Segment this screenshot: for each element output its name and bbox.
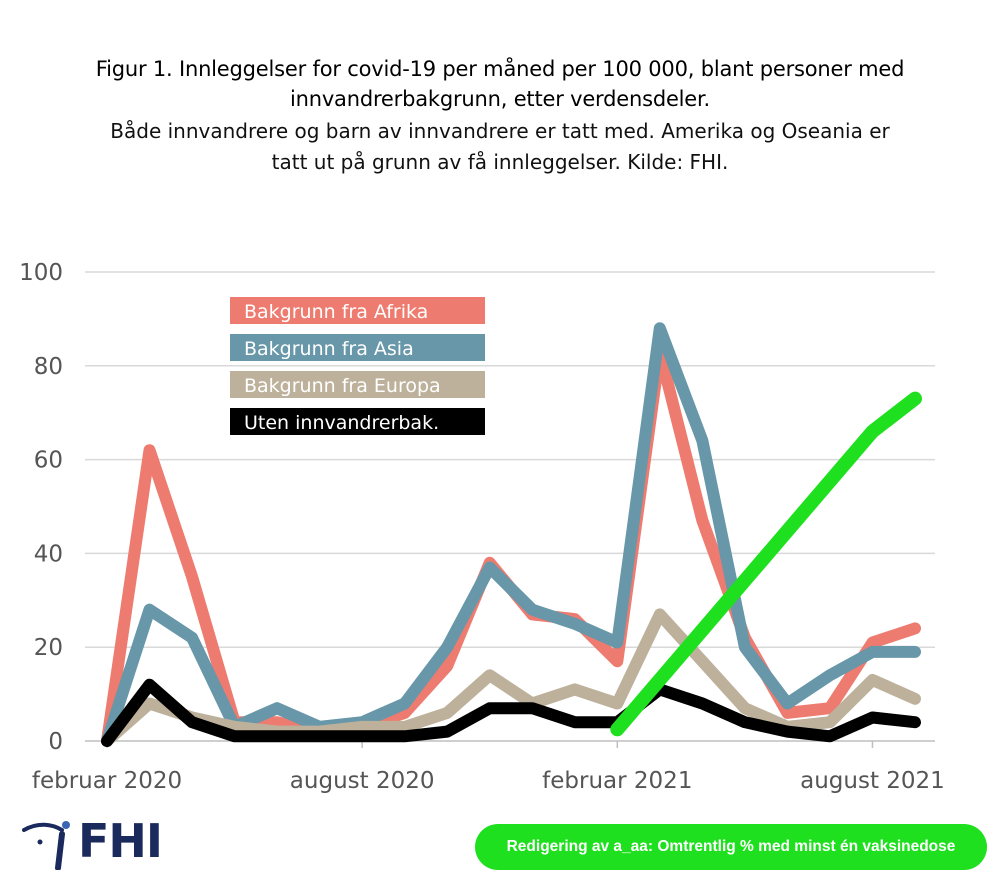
- legend-swatch: [230, 297, 485, 324]
- chart-subtitle: Både innvandrere og barn av innvandrere …: [110, 119, 890, 174]
- x-tick-label: februar 2020: [32, 768, 182, 794]
- chart-header: Figur 1. Innleggelser for covid-19 per m…: [0, 54, 1000, 178]
- legend-label: Bakgrunn fra Afrika: [244, 301, 428, 323]
- legend-swatch: [230, 334, 485, 361]
- y-tick-label: 100: [19, 260, 63, 286]
- legend-label: Bakgrunn fra Asia: [244, 338, 414, 360]
- y-tick-label: 60: [34, 448, 63, 474]
- fhi-logo-icon: [22, 821, 70, 870]
- y-tick-label: 0: [48, 729, 63, 755]
- series-line: [101, 678, 921, 747]
- x-tick-label: august 2021: [800, 768, 945, 794]
- chart-title: Figur 1. Innleggelser for covid-19 per m…: [95, 57, 905, 111]
- legend-swatch: [230, 371, 485, 398]
- y-tick-label: 80: [34, 354, 63, 380]
- legend-swatch: [230, 408, 485, 435]
- fhi-logo: FHI: [22, 814, 163, 870]
- fhi-logo-text: FHI: [78, 814, 163, 868]
- overlay-vaccine-line: [610, 391, 922, 737]
- legend-label: Bakgrunn fra Europa: [244, 375, 441, 397]
- y-tick-label: 40: [34, 541, 63, 567]
- legend-label: Uten innvandrerbak.: [244, 412, 439, 434]
- series-line: [101, 608, 921, 747]
- edit-note-badge: Redigering av a_aa: Omtrentlig % med min…: [475, 824, 987, 870]
- x-tick-label: februar 2021: [542, 768, 692, 794]
- x-tick-label: august 2020: [290, 768, 435, 794]
- y-tick-label: 20: [34, 635, 63, 661]
